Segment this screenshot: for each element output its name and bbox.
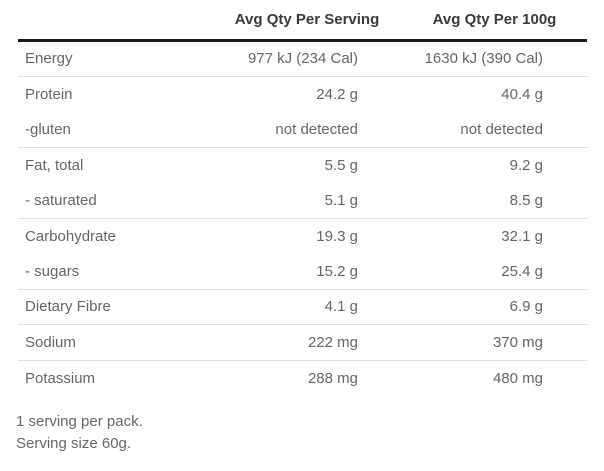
nutrient-label: Energy: [18, 40, 212, 77]
value-per-100g: 8.5 g: [402, 182, 587, 219]
value-per-serving: 977 kJ (234 Cal): [212, 40, 402, 77]
nutrient-label: Carbohydrate: [25, 227, 116, 245]
nutrition-table: Avg Qty Per Serving Avg Qty Per 100g Ene…: [18, 0, 587, 396]
value-per-serving: 15.2 g: [212, 253, 402, 290]
table-row: Potassium 288 mg 480 mg: [18, 360, 587, 396]
header-per-100g: Avg Qty Per 100g: [402, 0, 587, 42]
table-row: Fat, total 5.5 g 9.2 g: [18, 147, 587, 183]
header-nutrient-column: [18, 0, 212, 42]
table-row: Dietary Fibre 4.1 g 6.9 g: [18, 289, 587, 325]
nutrient-label: Fat, total: [25, 156, 84, 174]
table-row: Protein 24.2 g 40.4 g: [18, 76, 587, 112]
table-row: - sugars 15.2 g 25.4 g: [18, 253, 587, 290]
nutrient-label: Dietary Fibre: [18, 289, 212, 325]
value-per-100g: 6.9 g: [402, 289, 587, 325]
value-per-serving: 19.3 g: [316, 227, 358, 245]
nutrition-table-header: Avg Qty Per Serving Avg Qty Per 100g: [18, 0, 587, 42]
nutrition-table-body: Energy 977 kJ (234 Cal) 1630 kJ (390 Cal) P…: [18, 40, 587, 396]
nutrient-label: Sodium: [18, 324, 212, 361]
value-per-100g: 9.2 g: [509, 156, 543, 174]
value-per-serving: 24.2 g: [316, 85, 358, 103]
nutrient-label: Protein: [25, 85, 73, 103]
value-per-serving: not detected: [212, 111, 402, 148]
value-per-100g: 370 mg: [402, 324, 587, 361]
header-per-serving: Avg Qty Per Serving: [212, 0, 402, 42]
table-row: - saturated 5.1 g 8.5 g: [18, 182, 587, 219]
nutrient-label: - sugars: [18, 253, 212, 290]
table-row: Energy 977 kJ (234 Cal) 1630 kJ (390 Cal): [18, 40, 587, 77]
serving-size-note: Serving size 60g.: [16, 434, 132, 452]
table-row: Carbohydrate 19.3 g 32.1 g: [18, 218, 587, 254]
servings-per-pack-note: 1 serving per pack.: [16, 412, 143, 430]
nutrient-label: - saturated: [18, 182, 212, 219]
value-per-serving: 4.1 g: [212, 289, 402, 325]
table-row: -gluten not detected not detected: [18, 111, 587, 148]
value-per-100g: 25.4 g: [402, 253, 587, 290]
value-per-serving: 5.5 g: [324, 156, 358, 174]
header-row: Avg Qty Per Serving Avg Qty Per 100g: [18, 0, 587, 42]
nutrient-label: Potassium: [25, 369, 96, 387]
value-per-serving: 222 mg: [212, 324, 402, 361]
nutrient-label: -gluten: [18, 111, 212, 148]
value-per-100g: 40.4 g: [501, 85, 543, 103]
value-per-100g: 1630 kJ (390 Cal): [402, 40, 587, 77]
value-per-serving: 5.1 g: [212, 182, 402, 219]
value-per-serving: 288 mg: [307, 369, 358, 387]
value-per-100g: 480 mg: [492, 369, 543, 387]
value-per-100g: not detected: [402, 111, 587, 148]
table-row: Sodium 222 mg 370 mg: [18, 324, 587, 361]
value-per-100g: 32.1 g: [501, 227, 543, 245]
serving-notes: 1 serving per pack. Serving size 60g.: [16, 411, 604, 455]
